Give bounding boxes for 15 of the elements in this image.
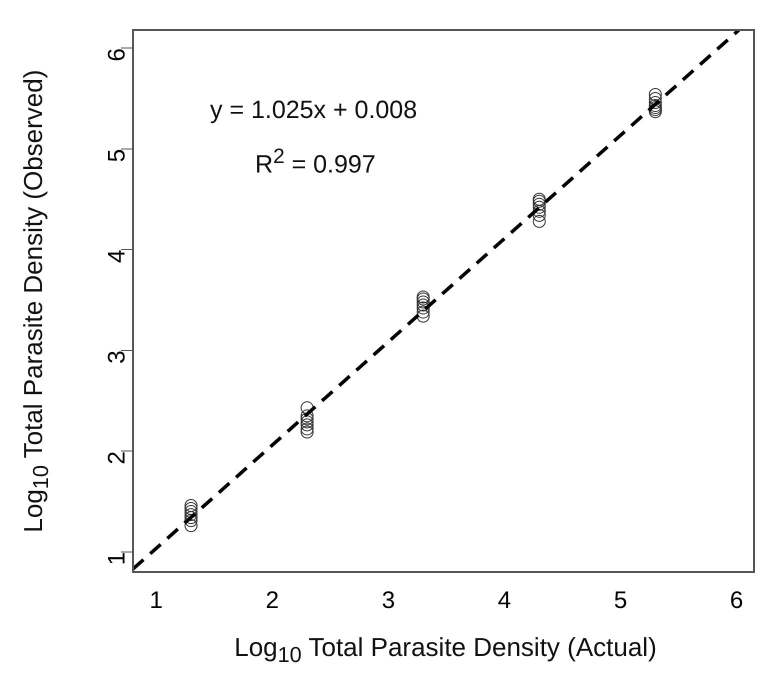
x-tick-label: 5 — [614, 587, 628, 614]
x-tick-label: 6 — [730, 587, 744, 614]
y-tick-label: 2 — [104, 451, 131, 464]
y-tick-label: 6 — [104, 48, 131, 62]
y-tick-label: 5 — [104, 148, 131, 162]
annotation: y = 1.025x + 0.008 — [210, 96, 418, 125]
x-tick-label: 2 — [266, 587, 279, 614]
x-tick-label: 1 — [150, 587, 163, 614]
y-tick-label: 1 — [104, 552, 131, 566]
y-tick-label: 3 — [104, 350, 131, 364]
annotation: R$^{2}$ = 0.997 — [255, 145, 376, 180]
y-tick-label: 4 — [104, 250, 131, 263]
x-tick-label: 4 — [498, 587, 512, 614]
x-tick-label: 3 — [382, 587, 396, 614]
x-axis-title: Log$_{10}$ Total Parasite Density (Actual) — [233, 632, 658, 668]
